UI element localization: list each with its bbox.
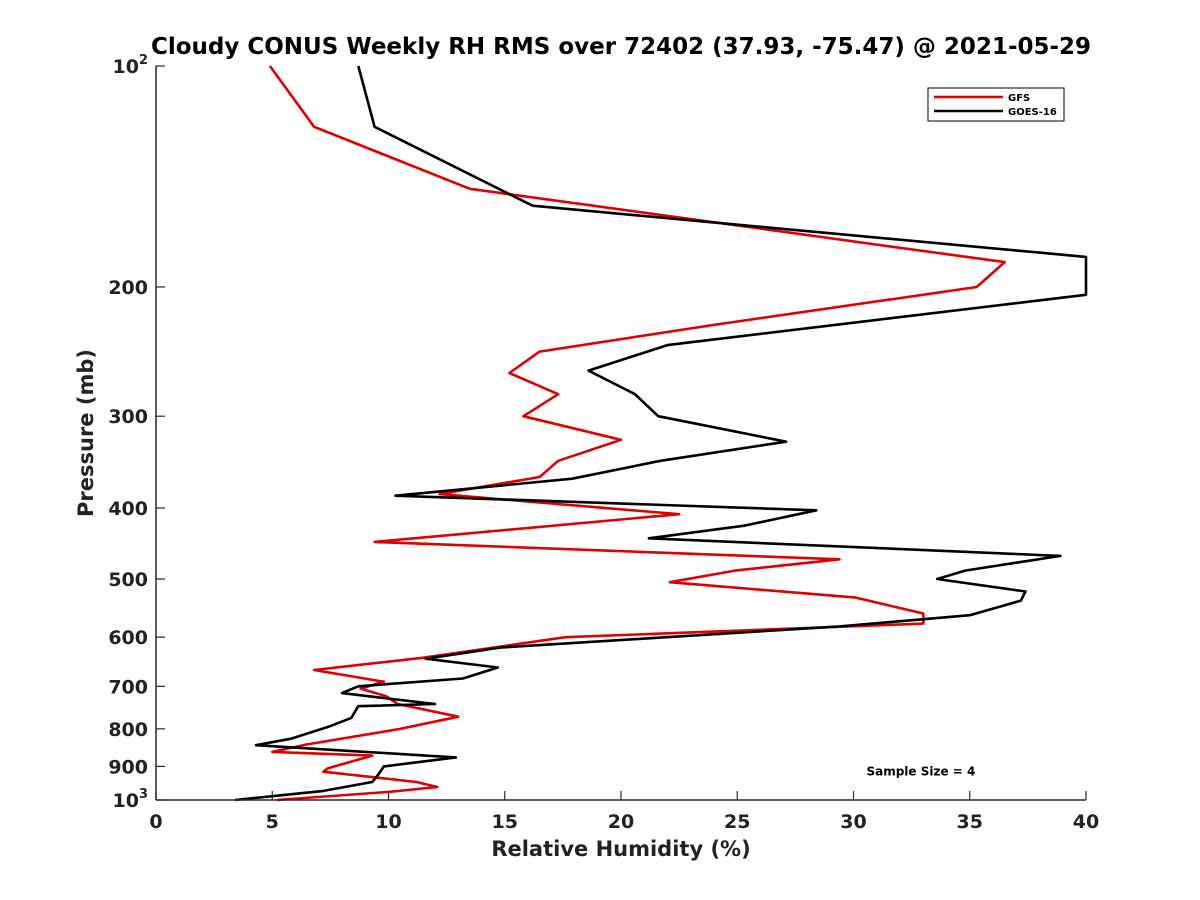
y-tick-label: 102 bbox=[113, 53, 149, 78]
y-tick-label: 103 bbox=[113, 787, 149, 812]
x-tick-label: 20 bbox=[608, 811, 634, 833]
x-tick-label: 25 bbox=[724, 811, 750, 833]
x-tick-label: 40 bbox=[1073, 811, 1099, 833]
legend: GFS GOES-16 bbox=[927, 87, 1065, 122]
sample-size-annotation: Sample Size = 4 bbox=[866, 765, 975, 779]
y-tick-label: 900 bbox=[108, 756, 148, 778]
legend-label-gfs: GFS bbox=[1008, 93, 1030, 104]
y-tick-label: 300 bbox=[108, 406, 148, 428]
y-tick-label: 700 bbox=[108, 676, 148, 698]
x-tick-label: 5 bbox=[266, 811, 279, 833]
x-tick-label: 15 bbox=[492, 811, 518, 833]
series-line-gfs bbox=[268, 65, 1006, 802]
y-tick-label: 800 bbox=[108, 719, 148, 741]
y-tick-label: 500 bbox=[108, 569, 148, 591]
x-tick-label: 30 bbox=[840, 811, 866, 833]
series-line-goes16 bbox=[234, 65, 1088, 802]
y-axis-label: Pressure (mb) bbox=[74, 349, 98, 517]
series-layer bbox=[234, 65, 1088, 802]
legend-box bbox=[927, 87, 1065, 122]
x-ticks: 0 5 10 15 20 25 30 35 40 bbox=[149, 791, 1099, 833]
plot-area bbox=[156, 66, 1086, 800]
y-ticks: 102 200 300 400 500 600 700 800 900 103 bbox=[108, 53, 165, 812]
y-tick-label: 400 bbox=[108, 498, 148, 520]
x-tick-label: 0 bbox=[149, 811, 162, 833]
x-tick-label: 35 bbox=[957, 811, 983, 833]
chart-title: Cloudy CONUS Weekly RH RMS over 72402 (3… bbox=[151, 34, 1091, 60]
x-tick-label: 10 bbox=[375, 811, 401, 833]
x-axis-label: Relative Humidity (%) bbox=[491, 837, 750, 861]
legend-label-goes16: GOES-16 bbox=[1008, 107, 1057, 118]
y-tick-label: 200 bbox=[108, 277, 148, 299]
y-tick-label: 600 bbox=[108, 627, 148, 649]
